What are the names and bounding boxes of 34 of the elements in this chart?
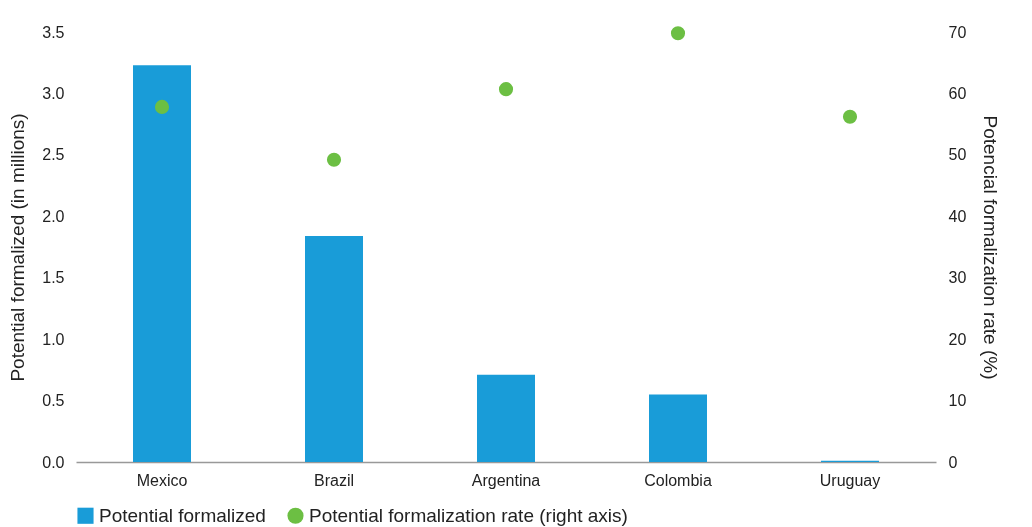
y-axis-title: Potential formalized (in millions)	[7, 113, 29, 382]
y2-tick-label: 40	[948, 207, 967, 225]
y-tick-label: 1.5	[42, 269, 65, 287]
x-tick-label: Brazil	[313, 471, 355, 489]
y-tick-label: 1.0	[42, 330, 65, 348]
x-tick-label: Uruguay	[819, 471, 881, 489]
point	[670, 26, 686, 41]
y2-tick-label: 10	[948, 392, 967, 410]
y2-tick-label: 50	[948, 146, 967, 164]
legend-label: Potential formalization rate (right axis)	[309, 504, 628, 526]
y2-tick-label: 30	[948, 269, 967, 287]
point	[154, 99, 170, 114]
y2-axis-title: Potencial formalization rate (%)	[980, 115, 1002, 380]
y2-tick-label: 70	[948, 23, 967, 41]
y-tick-label: 0.0	[42, 453, 65, 471]
bar	[477, 374, 535, 462]
y2-tick-label: 60	[948, 84, 967, 102]
y-tick-label: 3.5	[42, 23, 65, 41]
point	[498, 82, 514, 97]
y-tick-label: 2.0	[42, 207, 65, 225]
bar	[133, 65, 191, 462]
y-tick-label: 2.5	[42, 146, 65, 164]
point	[842, 109, 858, 124]
x-tick-label: Argentina	[471, 471, 541, 489]
x-tick-label: Mexico	[136, 471, 188, 489]
y2-tick-label: 0	[948, 453, 958, 471]
y-tick-label: 0.5	[42, 392, 65, 410]
y2-tick-label: 20	[948, 330, 967, 348]
y-tick-label: 3.0	[42, 84, 65, 102]
legend-label: Potential formalized	[99, 504, 266, 526]
bar	[649, 394, 707, 462]
point	[326, 152, 342, 167]
x-tick-label: Colombia	[644, 471, 712, 489]
bar	[305, 235, 363, 462]
